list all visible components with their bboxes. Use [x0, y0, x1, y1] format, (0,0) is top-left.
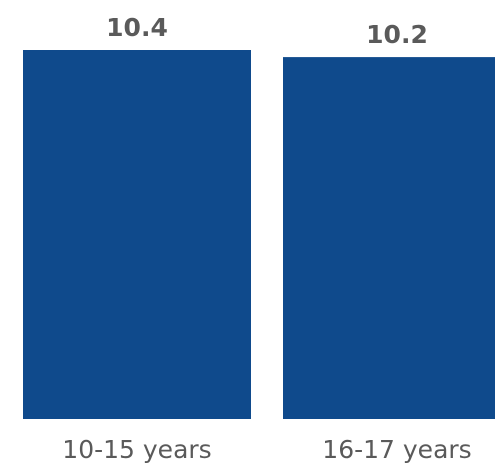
data-label-1: 10.4	[106, 13, 168, 42]
bar-2	[283, 57, 495, 419]
data-label-2: 10.2	[366, 20, 428, 49]
category-label-2: 16-17 years	[322, 435, 471, 464]
bar-1	[23, 50, 251, 419]
category-label-1: 10-15 years	[62, 435, 211, 464]
